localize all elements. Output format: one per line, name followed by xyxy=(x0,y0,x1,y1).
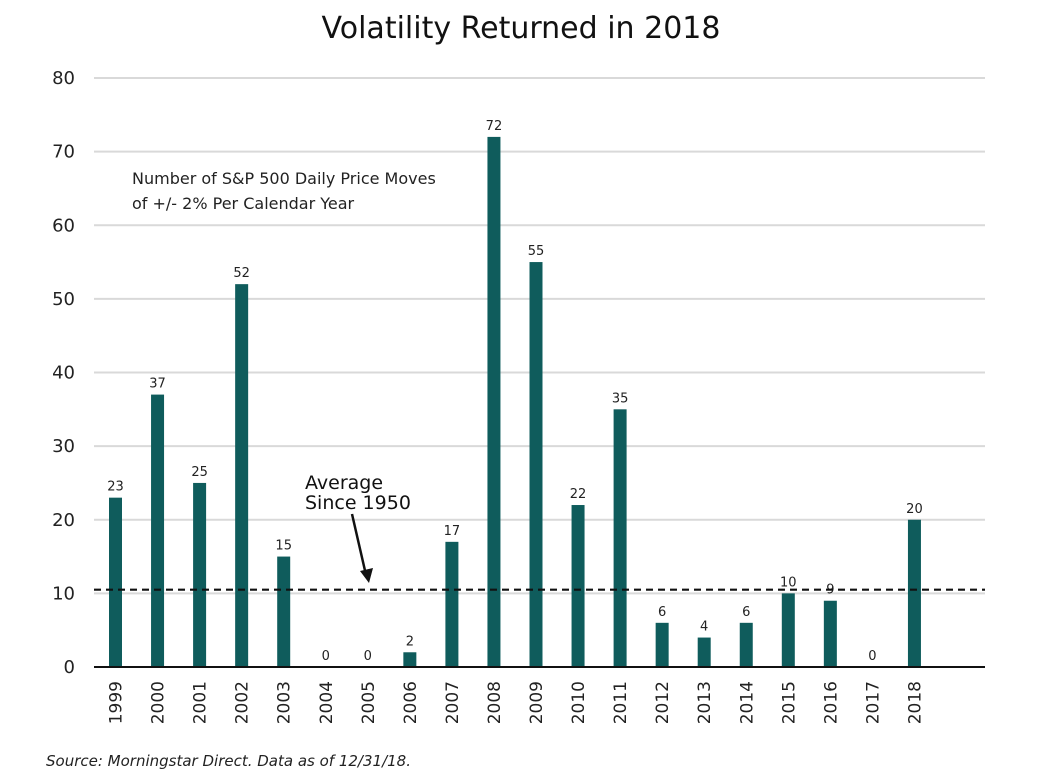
bar-2002 xyxy=(235,284,249,667)
x-tick-label-2014: 2014 xyxy=(737,681,757,724)
data-label-2017: 0 xyxy=(868,649,876,664)
bar-2016 xyxy=(823,600,837,667)
y-tick-label: 30 xyxy=(52,436,75,457)
y-tick-label: 50 xyxy=(52,289,75,310)
data-label-2008: 72 xyxy=(486,119,503,134)
data-label-2013: 4 xyxy=(700,620,708,635)
y-tick-label: 60 xyxy=(52,215,75,236)
y-tick-label: 80 xyxy=(52,68,75,89)
chart-title: Volatility Returned in 2018 xyxy=(322,11,721,46)
data-label-2000: 37 xyxy=(149,377,166,392)
bar-2012 xyxy=(655,622,669,667)
bar-2001 xyxy=(193,482,207,667)
x-tick-label-2017: 2017 xyxy=(863,681,883,724)
bar-2015 xyxy=(781,593,795,667)
bars xyxy=(109,136,921,667)
data-label-2003: 15 xyxy=(275,539,292,554)
average-arrow-shaft xyxy=(350,513,368,576)
x-tick-label-2013: 2013 xyxy=(695,681,715,724)
bar-2008 xyxy=(487,136,501,667)
y-tick-label: 10 xyxy=(52,583,75,604)
data-label-2014: 6 xyxy=(742,605,750,620)
average-arrow-head xyxy=(360,568,373,583)
data-label-2015: 10 xyxy=(780,575,797,590)
data-labels: 23372552150021772552235646109020 xyxy=(107,119,922,664)
x-tick-label-2015: 2015 xyxy=(779,681,799,724)
y-tick-label: 0 xyxy=(64,657,75,678)
average-label-line-1: Average xyxy=(305,472,383,494)
data-label-2009: 55 xyxy=(528,244,545,259)
source-note: Source: Morningstar Direct. Data as of 1… xyxy=(46,752,411,770)
bar-2014 xyxy=(739,622,753,667)
x-tick-label-2005: 2005 xyxy=(359,681,379,724)
bar-2011 xyxy=(613,409,627,667)
data-label-1999: 23 xyxy=(107,480,124,495)
data-label-2007: 17 xyxy=(444,524,461,539)
annotation-line-1: Number of S&P 500 Daily Price Moves xyxy=(132,169,436,188)
x-tick-label-2018: 2018 xyxy=(905,681,925,724)
bar-2013 xyxy=(697,637,711,667)
bar-2006 xyxy=(403,652,417,667)
x-tick-label-1999: 1999 xyxy=(107,681,127,724)
data-label-2010: 22 xyxy=(570,487,587,502)
average-label-line-2: Since 1950 xyxy=(305,492,411,514)
y-tick-label: 20 xyxy=(52,510,75,531)
average-annotation: Average Since 1950 xyxy=(305,472,411,583)
bar-1999 xyxy=(109,497,122,667)
x-tick-label-2007: 2007 xyxy=(443,681,463,724)
data-label-2011: 35 xyxy=(612,391,629,406)
bar-2007 xyxy=(445,541,459,667)
bar-2003 xyxy=(277,556,291,667)
data-label-2018: 20 xyxy=(906,502,923,517)
x-tick-label-2001: 2001 xyxy=(191,681,211,724)
bar-2000 xyxy=(151,394,165,667)
x-tick-label-2011: 2011 xyxy=(611,681,631,724)
x-tick-label-2012: 2012 xyxy=(653,681,673,724)
data-label-2006: 2 xyxy=(406,634,414,649)
x-tick-label-2004: 2004 xyxy=(317,681,337,724)
x-tick-label-2003: 2003 xyxy=(275,681,295,724)
data-label-2012: 6 xyxy=(658,605,666,620)
x-tick-label-2002: 2002 xyxy=(233,681,253,724)
x-tick-label-2006: 2006 xyxy=(401,681,421,724)
bar-2010 xyxy=(571,505,585,667)
x-tick-label-2000: 2000 xyxy=(149,681,169,724)
y-tick-label: 70 xyxy=(52,142,75,163)
data-label-2004: 0 xyxy=(322,649,330,664)
bar-2018 xyxy=(907,519,921,667)
data-label-2002: 52 xyxy=(233,266,250,281)
x-tick-label-2009: 2009 xyxy=(527,681,547,724)
annotation-line-2: of +/- 2% Per Calendar Year xyxy=(132,194,355,213)
y-axis-ticks: 0 10 20 30 40 50 60 70 80 xyxy=(52,68,75,678)
chart-annotation: Number of S&P 500 Daily Price Moves of +… xyxy=(132,169,436,213)
y-tick-label: 40 xyxy=(52,363,75,384)
x-tick-label-2016: 2016 xyxy=(821,681,841,724)
x-tick-label-2008: 2008 xyxy=(485,681,505,724)
data-label-2001: 25 xyxy=(191,465,208,480)
x-axis-ticks: 1999 2000 2001 2002 2003 2004 2005 2006 2007 2008… xyxy=(107,681,926,724)
bar-2009 xyxy=(529,262,543,667)
x-tick-label-2010: 2010 xyxy=(569,681,589,724)
data-label-2005: 0 xyxy=(364,649,372,664)
